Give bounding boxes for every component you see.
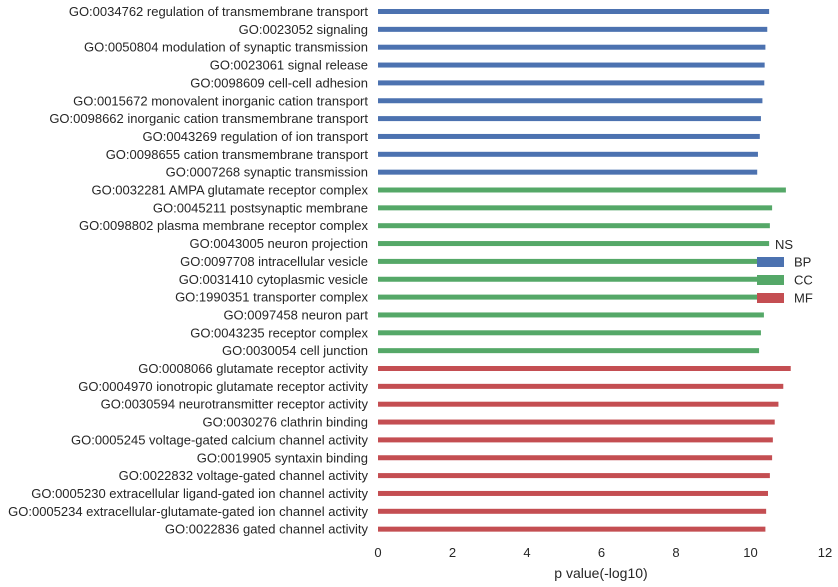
bar-bp	[378, 9, 770, 14]
category-label: GO:0008066 glutamate receptor activity	[138, 361, 368, 376]
category-label: GO:0043005 neuron projection	[189, 236, 368, 251]
legend-label-mf: MF	[794, 291, 813, 306]
bar-mf	[378, 526, 766, 532]
bar-mf	[378, 508, 767, 514]
category-label: GO:0045211 postsynaptic membrane	[153, 200, 368, 215]
bar-cc	[378, 348, 760, 354]
bar-mf	[378, 455, 773, 461]
category-label: GO:0050804 modulation of synaptic transm…	[84, 40, 368, 55]
category-label: GO:0034762 regulation of transmembrane t…	[69, 4, 369, 19]
x-tick-label: 10	[743, 545, 757, 560]
bars-layer	[378, 9, 791, 532]
category-label: GO:0007268 synaptic transmission	[166, 165, 368, 180]
x-tick-label: 12	[818, 545, 832, 560]
category-label: GO:0098609 cell-cell adhesion	[190, 75, 368, 90]
bar-bp	[378, 151, 758, 157]
bar-bp	[378, 80, 765, 86]
category-label: GO:0098662 inorganic cation transmembran…	[49, 111, 368, 126]
bar-cc	[378, 258, 767, 264]
x-tick-label: 0	[374, 545, 381, 560]
category-label: GO:0098655 cation transmembrane transpor…	[106, 147, 369, 162]
category-label: GO:0015672 monovalent inorganic cation t…	[73, 93, 368, 108]
category-label: GO:0022836 gated channel activity	[165, 522, 369, 537]
category-label: GO:0030054 cell junction	[222, 343, 368, 358]
bar-bp	[378, 169, 758, 175]
x-tick-label: 6	[598, 545, 605, 560]
category-label: GO:0030276 clathrin binding	[202, 415, 368, 430]
category-label: GO:0097458 neuron part	[223, 307, 368, 322]
legend-swatch-cc	[757, 275, 784, 285]
category-label: GO:0031410 cytoplasmic vesicle	[179, 272, 368, 287]
bar-cc	[378, 330, 761, 336]
legend-swatch-mf	[757, 293, 784, 303]
category-labels: GO:0034762 regulation of transmembrane t…	[8, 4, 368, 537]
bar-mf	[378, 437, 773, 443]
category-label: GO:0023061 signal release	[210, 58, 368, 73]
category-label: GO:0005234 extracellular-glutamate-gated…	[8, 504, 368, 519]
category-label: GO:1990351 transporter complex	[175, 290, 368, 305]
bar-cc	[378, 276, 766, 282]
category-label: GO:0043269 regulation of ion transport	[143, 129, 369, 144]
bar-cc	[378, 223, 770, 229]
category-label: GO:0005245 voltage-gated calcium channel…	[71, 432, 369, 447]
category-label: GO:0043235 receptor complex	[190, 325, 368, 340]
x-axis: 0 2 4 6 8 10 12	[374, 545, 832, 560]
bar-mf	[378, 419, 775, 425]
bar-mf	[378, 383, 784, 389]
bar-cc	[378, 187, 786, 193]
bar-mf	[378, 366, 791, 371]
x-tick-label: 8	[672, 545, 679, 560]
legend-label-cc: CC	[794, 273, 813, 288]
bar-cc	[378, 205, 773, 211]
category-label: GO:0022832 voltage-gated channel activit…	[119, 468, 369, 483]
bar-cc	[378, 241, 770, 247]
legend-swatch-bp	[757, 257, 784, 267]
bar-bp	[378, 26, 768, 32]
category-label: GO:0004970 ionotropic glutamate receptor…	[78, 379, 368, 394]
bar-bp	[378, 98, 763, 104]
bar-bp	[378, 62, 765, 68]
bar-mf	[378, 401, 779, 407]
category-label: GO:0005230 extracellular ligand-gated io…	[31, 486, 368, 501]
x-tick-label: 2	[449, 545, 456, 560]
category-label: GO:0098802 plasma membrane receptor comp…	[79, 218, 369, 233]
x-tick-label: 4	[523, 545, 530, 560]
bar-bp	[378, 116, 761, 122]
category-label: GO:0030594 neurotransmitter receptor act…	[101, 397, 369, 412]
bar-bp	[378, 133, 760, 139]
category-label: GO:0023052 signaling	[239, 22, 368, 37]
category-label: GO:0097708 intracellular vesicle	[180, 254, 368, 269]
legend-label-bp: BP	[794, 255, 811, 270]
bar-cc	[378, 312, 764, 318]
x-axis-title: p value(-log10)	[554, 565, 647, 581]
legend-title: NS	[775, 237, 793, 252]
category-label: GO:0019905 syntaxin binding	[197, 450, 368, 465]
bar-cc	[378, 294, 765, 300]
bar-mf	[378, 490, 769, 496]
bar-mf	[378, 473, 770, 479]
bar-bp	[378, 44, 766, 50]
category-label: GO:0032281 AMPA glutamate receptor compl…	[91, 183, 368, 198]
